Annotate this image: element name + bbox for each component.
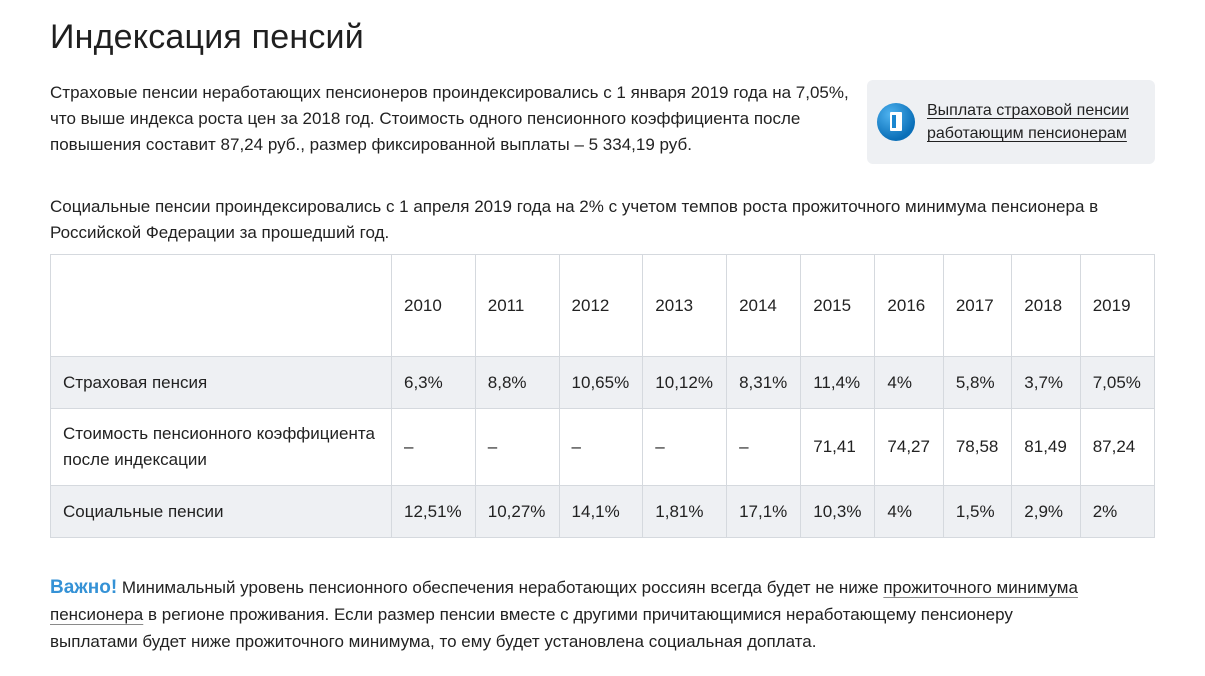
table-cell: 1,5%: [942, 485, 1013, 538]
row-label: Стоимость пенсионного коэффициента после…: [50, 408, 392, 486]
door-icon: [877, 103, 915, 141]
table-cell: 87,24: [1079, 408, 1156, 486]
table-cell: 2,9%: [1011, 485, 1081, 538]
table-cell: 74,27: [874, 408, 944, 486]
table-row: Страховая пенсия 6,3% 8,8% 10,65% 10,12%…: [50, 356, 1156, 409]
table-cell: 7,05%: [1079, 356, 1156, 409]
year-header: 2015: [800, 254, 876, 357]
table-cell: 5,8%: [942, 356, 1013, 409]
important-note: Важно! Минимальный уровень пенсионного о…: [50, 574, 1080, 655]
table-cell: 1,81%: [642, 485, 728, 538]
table-header-row: 2010 2011 2012 2013 2014 2015 2016 2017 …: [50, 254, 1156, 357]
important-text-before: Минимальный уровень пенсионного обеспече…: [117, 578, 884, 597]
related-link-card[interactable]: Выплата страховой пенсии работающим пенс…: [867, 80, 1155, 164]
table-cell: 10,12%: [642, 356, 728, 409]
year-header: 2016: [874, 254, 944, 357]
year-header: 2018: [1011, 254, 1081, 357]
important-text-after: в регионе проживания. Если размер пенсии…: [50, 605, 1013, 651]
year-header: 2019: [1079, 254, 1156, 357]
social-pension-paragraph: Социальные пенсии проиндексировались с 1…: [50, 197, 1099, 242]
year-header: 2012: [558, 254, 644, 357]
table-cell: 17,1%: [726, 485, 802, 538]
table-cell: 8,31%: [726, 356, 802, 409]
table-cell: 11,4%: [800, 356, 876, 409]
year-header: 2010: [391, 254, 476, 357]
table-cell: –: [726, 408, 802, 486]
row-label: Страховая пенсия: [50, 356, 392, 409]
table-cell: 78,58: [942, 408, 1013, 486]
year-header: 2011: [474, 254, 560, 357]
table-cell: 71,41: [800, 408, 876, 486]
intro-paragraph: Страховые пенсии неработающих пенсионеро…: [50, 83, 849, 154]
important-label: Важно!: [50, 577, 118, 598]
year-header: 2014: [726, 254, 802, 357]
table-cell: –: [642, 408, 728, 486]
table-cell: 4%: [874, 356, 944, 409]
table-cell: 8,8%: [474, 356, 560, 409]
table-row: Социальные пенсии 12,51% 10,27% 14,1% 1,…: [50, 485, 1156, 538]
table-cell: 2%: [1079, 485, 1156, 538]
page-title: Индексация пенсий: [50, 18, 364, 56]
table-corner-cell: [50, 254, 392, 357]
table-row: Стоимость пенсионного коэффициента после…: [50, 408, 1156, 486]
table-cell: –: [474, 408, 560, 486]
year-header: 2013: [642, 254, 728, 357]
table-cell: –: [558, 408, 644, 486]
table-cell: 10,27%: [474, 485, 560, 538]
table-cell: 6,3%: [391, 356, 476, 409]
table-cell: 12,51%: [391, 485, 476, 538]
related-link[interactable]: Выплата страховой пенсии работающим пенс…: [927, 102, 1129, 142]
table-cell: 81,49: [1011, 408, 1081, 486]
table-cell: 10,65%: [558, 356, 644, 409]
intro-block: Страховые пенсии неработающих пенсионеро…: [50, 80, 850, 158]
indexation-table: 2010 2011 2012 2013 2014 2015 2016 2017 …: [50, 254, 1156, 538]
table-cell: 14,1%: [558, 485, 644, 538]
subsistence-minimum-link[interactable]: прожиточного минимума пенсионера: [50, 578, 1078, 624]
table-cell: 4%: [874, 485, 944, 538]
year-header: 2017: [942, 254, 1013, 357]
row-label: Социальные пенсии: [50, 485, 392, 538]
table-cell: 3,7%: [1011, 356, 1081, 409]
table-cell: –: [391, 408, 476, 486]
table-cell: 10,3%: [800, 485, 876, 538]
